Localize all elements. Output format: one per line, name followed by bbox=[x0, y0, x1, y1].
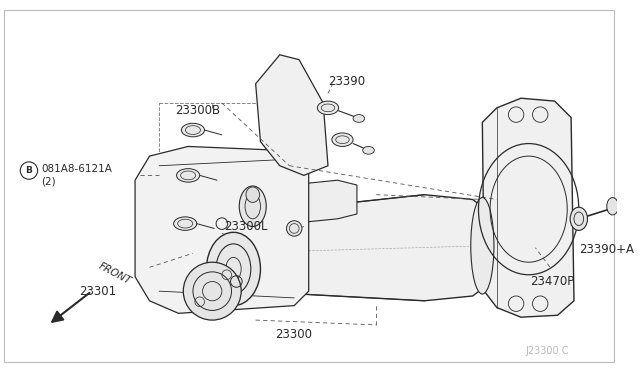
Polygon shape bbox=[188, 238, 251, 304]
Ellipse shape bbox=[173, 217, 196, 230]
Polygon shape bbox=[255, 55, 328, 175]
Text: 23390+A: 23390+A bbox=[579, 243, 634, 256]
Text: 23300L: 23300L bbox=[224, 220, 268, 233]
Ellipse shape bbox=[353, 115, 365, 122]
Polygon shape bbox=[222, 195, 492, 306]
Ellipse shape bbox=[317, 101, 339, 115]
Polygon shape bbox=[135, 147, 308, 313]
Polygon shape bbox=[246, 180, 357, 227]
Text: 23470P: 23470P bbox=[531, 275, 575, 288]
Text: B: B bbox=[26, 166, 33, 175]
Ellipse shape bbox=[177, 169, 200, 182]
Text: 23300B: 23300B bbox=[175, 104, 221, 117]
Text: 081A8-6121A: 081A8-6121A bbox=[42, 164, 113, 174]
Ellipse shape bbox=[363, 147, 374, 154]
Ellipse shape bbox=[332, 133, 353, 147]
Ellipse shape bbox=[183, 262, 241, 320]
Ellipse shape bbox=[287, 221, 302, 236]
Ellipse shape bbox=[570, 207, 588, 230]
Text: 23301: 23301 bbox=[79, 285, 116, 298]
Text: (2): (2) bbox=[42, 176, 56, 186]
Ellipse shape bbox=[207, 232, 260, 306]
Bar bbox=[159, 103, 275, 238]
Polygon shape bbox=[483, 98, 574, 317]
Ellipse shape bbox=[239, 186, 266, 227]
Text: 23300: 23300 bbox=[275, 328, 312, 341]
Text: 23390: 23390 bbox=[328, 75, 365, 88]
Circle shape bbox=[20, 162, 38, 179]
Ellipse shape bbox=[246, 187, 259, 202]
Text: J23300 C: J23300 C bbox=[525, 346, 569, 356]
Ellipse shape bbox=[607, 198, 618, 215]
Ellipse shape bbox=[471, 198, 494, 294]
Text: FRONT: FRONT bbox=[97, 261, 132, 286]
Ellipse shape bbox=[181, 123, 205, 137]
